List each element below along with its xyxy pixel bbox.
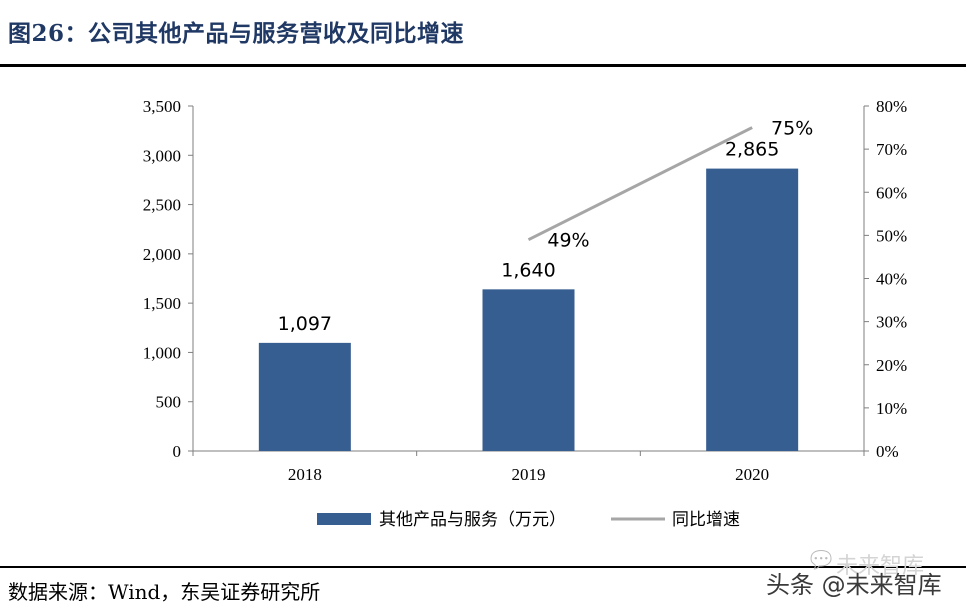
- chart: 0 500 1,000 1,500 2,000 2,500 3,000 3,500 0% 10% 2…: [143, 97, 907, 529]
- y-right-tick-label: 30%: [876, 313, 907, 332]
- growth-line: [527, 126, 753, 242]
- y-left-tick-label: 500: [156, 393, 182, 412]
- bar-data-label: 1,640: [501, 259, 555, 281]
- title-rule: [0, 64, 966, 67]
- y-right-tick-label: 60%: [876, 183, 907, 202]
- y-right-tick-label: 10%: [876, 399, 907, 418]
- figure-title: 图26：公司其他产品与服务营收及同比增速: [8, 20, 465, 47]
- y-left-tick-label: 2,500: [143, 196, 181, 215]
- source-rule: [0, 566, 966, 568]
- bar: [482, 289, 575, 451]
- source-note: 数据来源：Wind，东吴证券研究所: [8, 580, 321, 604]
- y-right-tick-label: 20%: [876, 356, 907, 375]
- x-tick-label: 2018: [288, 465, 322, 484]
- legend-bar-swatch: [317, 513, 371, 525]
- bar-data-label: 1,097: [278, 313, 332, 335]
- y-left-tick-label: 0: [173, 442, 182, 461]
- y-right-tick-label: 50%: [876, 226, 907, 245]
- y-right-tick-label: 70%: [876, 140, 907, 159]
- watermark-top: 未来智库: [836, 554, 925, 579]
- y-right-tick-label: 0%: [876, 442, 899, 461]
- legend-line-label: 同比增速: [672, 510, 740, 529]
- line-data-label: 75%: [771, 118, 813, 140]
- x-tick-label: 2019: [512, 465, 546, 484]
- chat-bubble-icon: 💬︎: [806, 546, 837, 574]
- bar: [258, 342, 351, 451]
- y-right-tick-label: 80%: [876, 97, 907, 116]
- y-left-tick-label: 3,000: [143, 146, 181, 165]
- bar-data-label: 2,865: [725, 139, 779, 161]
- watermark-bottom: 头条 @未来智库: [766, 571, 942, 599]
- y-left-tick-label: 3,500: [143, 97, 181, 116]
- bar: [706, 168, 799, 452]
- x-tick-label: 2020: [735, 465, 769, 484]
- y-left-tick-label: 1,000: [143, 343, 181, 362]
- y-left-tick-label: 1,500: [143, 294, 181, 313]
- legend-bar-label: 其他产品与服务（万元）: [379, 510, 566, 529]
- line-data-label: 49%: [547, 230, 589, 252]
- y-right-tick-label: 40%: [876, 270, 907, 289]
- y-left-tick-label: 2,000: [143, 245, 181, 264]
